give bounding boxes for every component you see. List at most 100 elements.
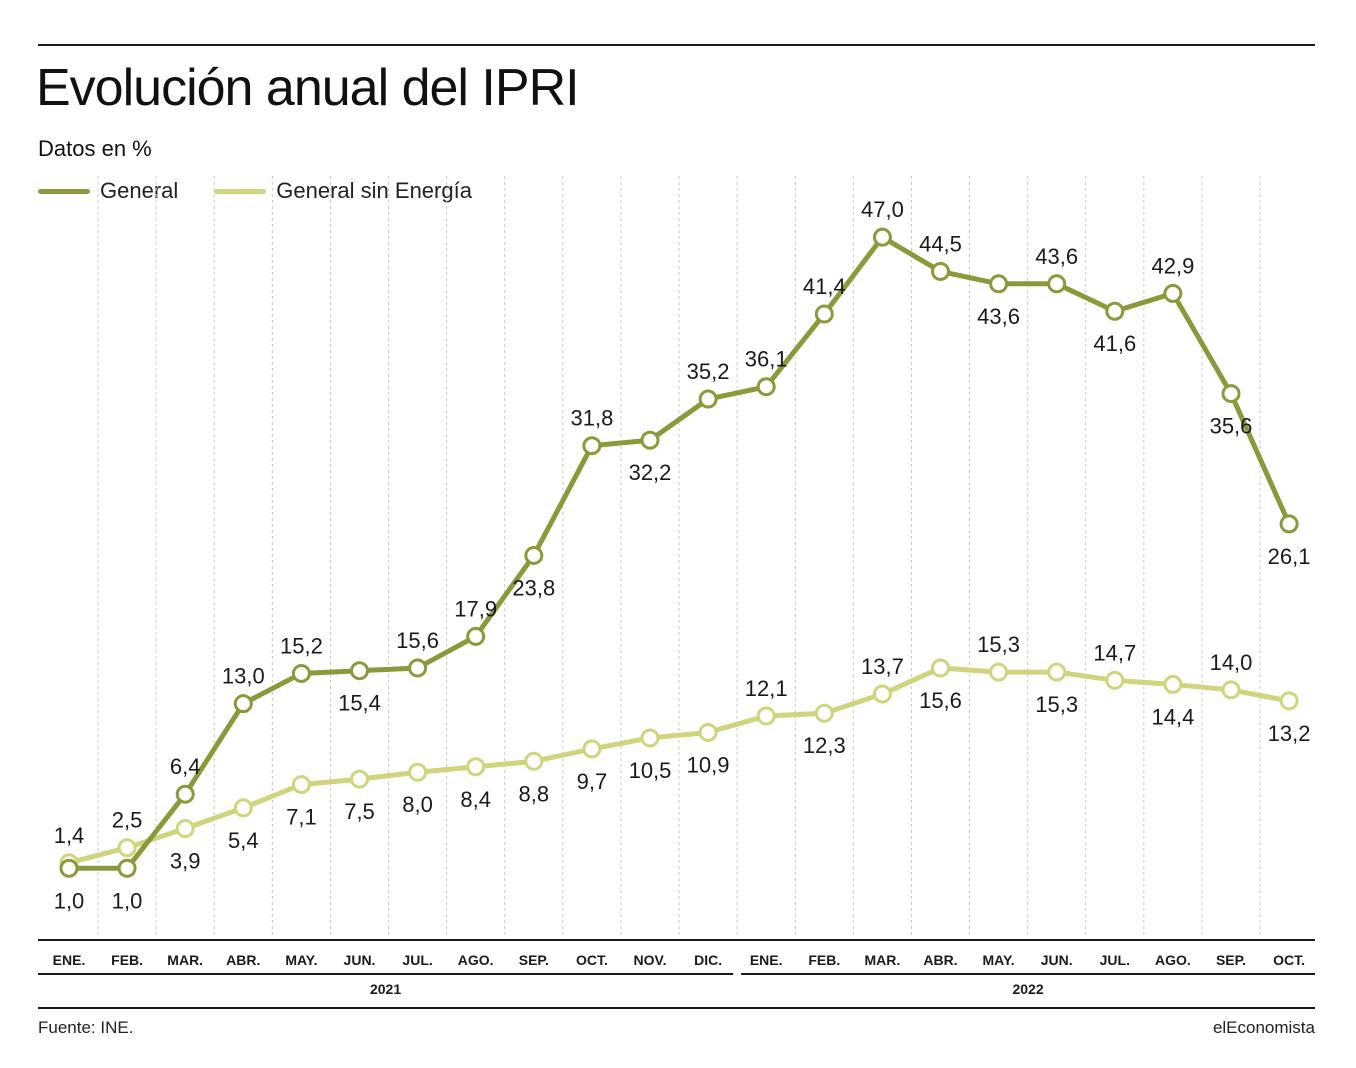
data-label-general: 41,6 <box>1093 331 1136 356</box>
data-label-general: 13,0 <box>222 664 265 689</box>
x-tick-label: OCT. <box>1273 952 1305 968</box>
legend-item-sin-energia: General sin Energía <box>214 178 472 204</box>
data-point-sin-energia <box>291 775 311 795</box>
data-point-sin-energia <box>1163 674 1183 694</box>
brand-logo-text: elEconomista <box>1212 1018 1315 1037</box>
data-point-sin-energia <box>640 728 660 748</box>
data-point-sin-energia <box>582 739 602 759</box>
data-point-sin-energia <box>350 769 369 789</box>
data-point-general <box>1221 384 1241 404</box>
data-label-general: 17,9 <box>454 596 497 621</box>
data-label-general: 31,8 <box>570 406 613 431</box>
data-label-general: 47,0 <box>861 197 904 222</box>
data-point-general <box>291 663 311 683</box>
x-tick-label: JUN. <box>1041 952 1073 968</box>
data-point-sin-energia <box>466 757 486 777</box>
data-point-general <box>1279 514 1299 534</box>
data-point-sin-energia <box>408 762 428 782</box>
data-label-sin-energia: 15,6 <box>919 688 962 713</box>
data-point-sin-energia <box>1105 670 1125 690</box>
data-point-general <box>175 784 195 804</box>
data-point-general <box>524 545 544 565</box>
data-point-general <box>1047 274 1067 294</box>
data-label-sin-energia: 12,3 <box>803 733 846 758</box>
data-point-general <box>350 661 369 681</box>
series-line-sin-energia <box>66 665 1292 866</box>
legend-label-general: General <box>100 178 179 203</box>
data-label-general: 1,0 <box>112 888 143 913</box>
data-label-sin-energia: 3,9 <box>170 848 201 873</box>
data-point-general <box>931 261 950 281</box>
x-tick-label: ABR. <box>226 952 260 968</box>
data-point-general <box>1163 283 1183 303</box>
x-tick-label: ENE. <box>53 952 86 968</box>
x-tick-label: ENE. <box>750 952 783 968</box>
data-label-sin-energia: 1,4 <box>54 823 85 848</box>
x-tick-label: NOV. <box>634 952 667 968</box>
x-tick-label: SEP. <box>1216 952 1246 968</box>
data-point-sin-energia <box>931 658 950 678</box>
data-label-general: 35,2 <box>687 359 730 384</box>
top-rule <box>38 44 1315 46</box>
x-tick-label: AGO. <box>1155 952 1191 968</box>
chart-title: Evolución anual del IPRI <box>36 59 580 117</box>
data-label-sin-energia: 14,7 <box>1093 640 1136 665</box>
data-label-sin-energia: 15,3 <box>1035 692 1078 717</box>
legend-swatch-sin-energia <box>214 188 267 194</box>
data-point-sin-energia <box>698 722 718 742</box>
data-label-general: 26,1 <box>1268 544 1311 569</box>
data-label-sin-energia: 14,0 <box>1210 650 1253 675</box>
data-point-general <box>698 389 718 409</box>
data-label-sin-energia: 7,1 <box>286 805 317 830</box>
x-tick-label: JUN. <box>344 952 376 968</box>
data-point-general <box>233 694 253 714</box>
data-point-sin-energia <box>233 798 253 818</box>
data-label-general: 32,2 <box>629 460 672 485</box>
x-tick-label: MAR. <box>865 952 901 968</box>
legend: General General sin Energía <box>38 176 508 206</box>
data-point-general <box>872 227 892 247</box>
data-label-general: 15,2 <box>280 633 323 658</box>
legend-swatch-general <box>38 188 90 194</box>
data-point-general <box>408 658 428 678</box>
legend-label-sin-energia: General sin Energía <box>276 178 472 203</box>
data-label-sin-energia: 8,8 <box>519 781 550 806</box>
data-point-sin-energia <box>989 662 1009 682</box>
data-point-sin-energia <box>1279 691 1299 711</box>
data-point-general <box>59 858 79 878</box>
data-point-general <box>117 858 137 878</box>
data-label-sin-energia: 12,1 <box>745 676 788 701</box>
chart-subtitle: Datos en % <box>38 136 152 161</box>
data-label-sin-energia: 14,4 <box>1151 704 1194 729</box>
x-tick-label: MAR. <box>167 952 203 968</box>
data-label-sin-energia: 9,7 <box>577 769 608 794</box>
year-label: 2022 <box>1012 981 1043 997</box>
data-point-general <box>756 377 776 397</box>
data-label-general: 42,9 <box>1151 253 1194 278</box>
x-tick-label: JUL. <box>402 952 432 968</box>
x-tick-label: FEB. <box>808 952 840 968</box>
data-point-sin-energia <box>175 818 195 838</box>
data-point-general <box>640 430 660 450</box>
source-note: Fuente: INE. <box>38 1018 134 1037</box>
x-tick-label: DIC. <box>694 952 722 968</box>
data-point-general <box>814 304 834 324</box>
data-label-general: 6,4 <box>170 754 201 779</box>
data-label-sin-energia: 2,5 <box>112 808 143 833</box>
x-tick-label: ABR. <box>923 952 957 968</box>
legend-item-general: General <box>38 178 178 204</box>
year-label: 2021 <box>370 981 401 997</box>
data-label-general: 15,6 <box>396 628 439 653</box>
data-label-sin-energia: 13,7 <box>861 654 904 679</box>
data-label-general: 43,6 <box>1035 244 1078 269</box>
data-point-sin-energia <box>117 838 137 858</box>
data-point-sin-energia <box>1047 662 1067 682</box>
data-point-sin-energia <box>814 703 834 723</box>
x-tick-label: OCT. <box>576 952 608 968</box>
data-point-sin-energia <box>756 706 776 726</box>
data-label-general: 44,5 <box>919 231 962 256</box>
data-label-general: 41,4 <box>803 274 846 299</box>
data-label-sin-energia: 15,3 <box>977 632 1020 657</box>
data-label-general: 23,8 <box>512 575 555 600</box>
